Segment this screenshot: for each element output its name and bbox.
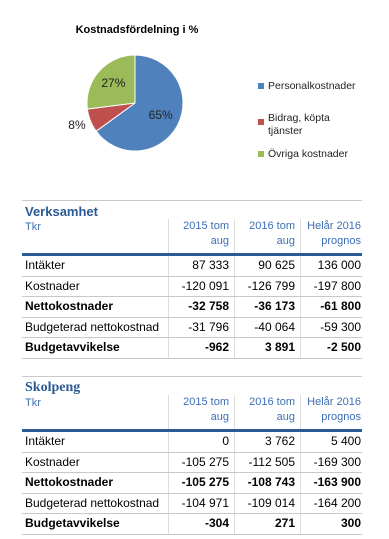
header-line: 2015 tom bbox=[183, 396, 229, 408]
value-cell: -36 173 bbox=[234, 297, 298, 317]
row-label: Intäkter bbox=[25, 434, 66, 448]
table: Verksamhet Tkr 2015 tom aug 2016 tom aug Helår… bbox=[22, 200, 362, 359]
value-cell: 90 625 bbox=[234, 256, 298, 276]
value-cell: -120 091 bbox=[168, 276, 232, 296]
value-cell: -104 971 bbox=[168, 493, 232, 513]
table-header: Skolpeng Tkr 2015 tom aug 2016 tom aug Helår 2… bbox=[22, 376, 362, 432]
table-subtitle: Tkr bbox=[25, 221, 41, 233]
slice-label: 8% bbox=[68, 118, 86, 132]
value-cell: -163 900 bbox=[300, 473, 364, 493]
value-cell: -112 505 bbox=[234, 452, 298, 472]
value-cell: 3 891 bbox=[234, 338, 298, 358]
chart-title: Kostnadsfördelning i % bbox=[76, 24, 199, 36]
table-row: Kostnader -120 091 -126 799 -197 800 bbox=[22, 276, 364, 297]
header-line: prognos bbox=[321, 235, 361, 247]
pie-chart: Kostnadsfördelning i % 65% 8% 27% Personalk… bbox=[68, 24, 356, 160]
row-label: Intäkter bbox=[25, 258, 66, 272]
table-row: Intäkter 0 3 762 5 400 bbox=[22, 432, 362, 453]
legend-swatch bbox=[258, 151, 264, 157]
row-label: Nettokostnader bbox=[25, 475, 114, 489]
column-header: Helår 2016 prognos bbox=[300, 395, 364, 429]
table-row: Budgetavvikelse -962 3 891 -2 500 bbox=[22, 338, 362, 359]
value-cell: -164 200 bbox=[300, 493, 364, 513]
header-line: 2016 tom bbox=[249, 220, 295, 232]
legend-label: Bidrag, köpta tjänster bbox=[268, 112, 330, 137]
header-line: aug bbox=[210, 411, 229, 423]
header-line: prognos bbox=[321, 411, 361, 423]
value-cell: 87 333 bbox=[168, 256, 232, 276]
row-label: Budgetavvikelse bbox=[25, 340, 120, 354]
table-row: Intäkter 87 333 90 625 136 000 bbox=[22, 256, 362, 277]
legend-swatch bbox=[258, 83, 264, 89]
value-cell: -962 bbox=[168, 338, 232, 358]
value-cell: -32 758 bbox=[168, 297, 232, 317]
value-cell: 136 000 bbox=[300, 256, 364, 276]
value-cell: 5 400 bbox=[300, 432, 364, 452]
table-row: Budgeterad nettokostnad -31 796 -40 064 -59… bbox=[22, 317, 364, 338]
header-line: Helår 2016 bbox=[307, 396, 361, 408]
table-row: Budgetavvikelse -304 271 300 bbox=[22, 514, 362, 535]
legend-swatch bbox=[258, 119, 264, 125]
pie-slice bbox=[95, 54, 184, 152]
slice-label: 27% bbox=[101, 76, 125, 90]
header-line: Helår 2016 bbox=[307, 220, 361, 232]
column-header: 2015 tom aug bbox=[168, 395, 232, 429]
value-cell: -59 300 bbox=[300, 317, 364, 337]
row-label: Budgeterad nettokostnad bbox=[25, 495, 160, 510]
column-header: 2015 tom aug bbox=[168, 219, 232, 253]
column-header: 2016 tom aug bbox=[234, 219, 298, 253]
row-label: Kostnader bbox=[25, 454, 80, 469]
value-cell: -105 275 bbox=[168, 473, 232, 493]
slice-label: 65% bbox=[149, 108, 173, 122]
table-row: Nettokostnader -32 758 -36 173 -61 800 bbox=[22, 297, 362, 318]
table: Skolpeng Tkr 2015 tom aug 2016 tom aug Helår 2… bbox=[22, 376, 362, 535]
value-cell: 271 bbox=[234, 514, 298, 534]
table-header: Verksamhet Tkr 2015 tom aug 2016 tom aug Helår… bbox=[22, 200, 362, 256]
value-cell: -2 500 bbox=[300, 338, 364, 358]
value-cell: -197 800 bbox=[300, 276, 364, 296]
value-cell: 300 bbox=[300, 514, 364, 534]
table-subtitle: Tkr bbox=[25, 397, 41, 409]
table-row: Budgeterad nettokostnad -104 971 -109 014-… bbox=[22, 493, 364, 514]
value-cell: 0 bbox=[168, 432, 232, 452]
table-title: Skolpeng bbox=[25, 380, 81, 395]
header-line: aug bbox=[276, 235, 295, 247]
value-cell: -108 743 bbox=[234, 473, 298, 493]
value-cell: -105 275 bbox=[168, 452, 232, 472]
row-label: Budgetavvikelse bbox=[25, 516, 120, 530]
column-header: Helår 2016 prognos bbox=[300, 219, 364, 253]
value-cell: -169 300 bbox=[300, 452, 364, 472]
table-row: Nettokostnader -105 275 -108 743 -163 900 bbox=[22, 473, 362, 494]
value-cell: -40 064 bbox=[234, 317, 298, 337]
header-line: 2016 tom bbox=[249, 396, 295, 408]
value-cell: -109 014 bbox=[234, 493, 298, 513]
value-cell: -126 799 bbox=[234, 276, 298, 296]
header-line: 2015 tom bbox=[183, 220, 229, 232]
legend-label: Övriga kostnader bbox=[268, 148, 348, 160]
table-row: Kostnader -105 275 -112 505 -169 300 bbox=[22, 452, 364, 473]
legend-label: Personalkostnader bbox=[268, 80, 356, 92]
row-label: Nettokostnader bbox=[25, 299, 114, 313]
row-label: Budgeterad nettokostnad bbox=[25, 319, 160, 334]
table-title: Verksamhet bbox=[25, 204, 98, 219]
value-cell: -304 bbox=[168, 514, 232, 534]
value-cell: 3 762 bbox=[234, 432, 298, 452]
pie-slice bbox=[86, 54, 136, 110]
value-cell: -61 800 bbox=[300, 297, 364, 317]
row-label: Kostnader bbox=[25, 278, 80, 293]
value-cell: -31 796 bbox=[168, 317, 232, 337]
header-line: aug bbox=[210, 235, 229, 247]
column-header: 2016 tom aug bbox=[234, 395, 298, 429]
header-line: aug bbox=[276, 411, 295, 423]
